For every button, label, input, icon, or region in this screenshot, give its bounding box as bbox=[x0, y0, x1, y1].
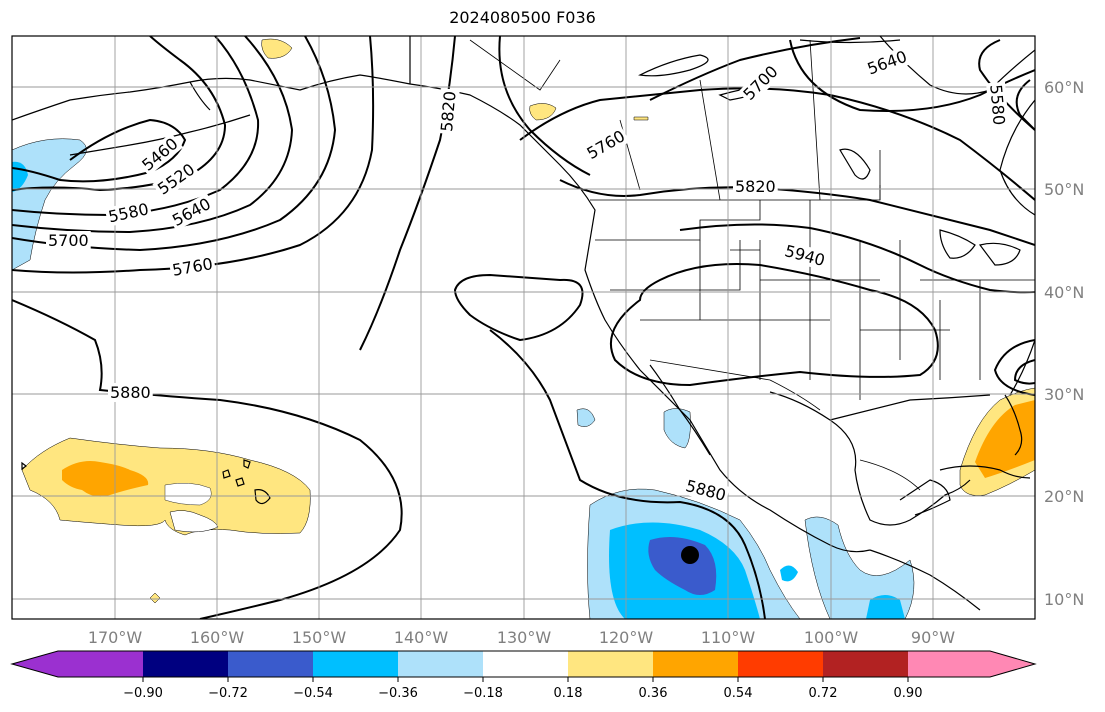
contour-label-halo bbox=[581, 125, 630, 165]
storm-center-marker bbox=[681, 546, 699, 564]
contour-label: 5880 bbox=[110, 383, 151, 402]
contour-label-halo bbox=[167, 193, 216, 231]
lon-label: 90°W bbox=[911, 628, 955, 647]
lat-label: 40°N bbox=[1044, 283, 1084, 302]
colorbar-segment bbox=[398, 651, 484, 677]
contour-label-halo bbox=[168, 253, 217, 281]
colorbar-segment bbox=[12, 651, 143, 677]
latitude-labels: 60°N 50°N 40°N 30°N 20°N 10°N bbox=[1044, 78, 1084, 609]
height-contours bbox=[12, 36, 1035, 619]
lon-label: 120°W bbox=[599, 628, 654, 647]
colorbar-segment bbox=[738, 651, 824, 677]
lon-label: 160°W bbox=[190, 628, 245, 647]
colorbar-segment bbox=[908, 651, 1035, 677]
lon-label: 140°W bbox=[394, 628, 449, 647]
contour-label-halo bbox=[681, 475, 730, 506]
lon-label: 130°W bbox=[497, 628, 552, 647]
lon-label: 100°W bbox=[804, 628, 859, 647]
contour-label-halo bbox=[108, 383, 153, 402]
contour-label: 5580 bbox=[986, 84, 1008, 126]
colorbar-tick-label: −0.18 bbox=[463, 686, 503, 701]
contour-label: 5820 bbox=[437, 90, 459, 132]
lon-label: 110°W bbox=[701, 628, 756, 647]
colorbar-segment bbox=[653, 651, 739, 677]
map-frame bbox=[11, 35, 1036, 620]
lat-label: 10°N bbox=[1044, 590, 1084, 609]
contour-label-halo bbox=[436, 88, 460, 135]
colorbar-tick-label: 0.54 bbox=[724, 686, 753, 701]
contour-label-halo bbox=[780, 240, 829, 271]
contour-label-halo bbox=[136, 132, 184, 177]
colorbar-segment bbox=[568, 651, 654, 677]
colorbar-tick-label: −0.72 bbox=[208, 686, 248, 701]
colorbar-segment bbox=[143, 651, 229, 677]
colorbar-segment bbox=[483, 651, 569, 677]
colorbar-tick-label: −0.90 bbox=[123, 686, 163, 701]
lat-label: 30°N bbox=[1044, 385, 1084, 404]
lat-label: 20°N bbox=[1044, 487, 1084, 506]
colorbar: −0.90 −0.72 −0.54 −0.36 −0.18 0.18 0.36 … bbox=[10, 650, 1037, 701]
colorbar-outline bbox=[10, 650, 1037, 678]
colorbar-segment bbox=[313, 651, 399, 677]
lon-label: 170°W bbox=[88, 628, 143, 647]
contour-label-halo bbox=[986, 81, 1009, 128]
contour-label-halo bbox=[104, 198, 153, 227]
colorbar-tick-label: −0.54 bbox=[293, 686, 333, 701]
contour-label-halo bbox=[862, 46, 912, 80]
colorbar-tick-label: 0.36 bbox=[639, 686, 668, 701]
colorbar-tick-label: 0.90 bbox=[894, 686, 923, 701]
gridlines bbox=[12, 36, 1035, 619]
colorbar-tick-label: −0.36 bbox=[378, 686, 418, 701]
colorbar-segment bbox=[823, 651, 909, 677]
coastlines bbox=[12, 36, 1035, 611]
lon-label: 150°W bbox=[292, 628, 347, 647]
colorbar-tick-label: 0.18 bbox=[554, 686, 583, 701]
colorbar-tick-label: 0.72 bbox=[809, 686, 838, 701]
lat-label: 60°N bbox=[1044, 78, 1084, 97]
map-title: 2024080500 F036 bbox=[449, 8, 596, 27]
contour-label: 5820 bbox=[735, 177, 776, 196]
contour-label: 5700 bbox=[48, 231, 89, 250]
shaded-anomaly-fields bbox=[12, 38, 1035, 619]
contour-label-halo bbox=[152, 158, 200, 200]
lat-label: 50°N bbox=[1044, 180, 1084, 199]
colorbar-segment bbox=[228, 651, 314, 677]
longitude-labels: 170°W 160°W 150°W 140°W 130°W 120°W 110°… bbox=[88, 628, 955, 647]
contour-label-halo bbox=[738, 60, 784, 106]
contour-label-halo bbox=[733, 177, 778, 196]
contour-label-halo bbox=[46, 231, 91, 250]
